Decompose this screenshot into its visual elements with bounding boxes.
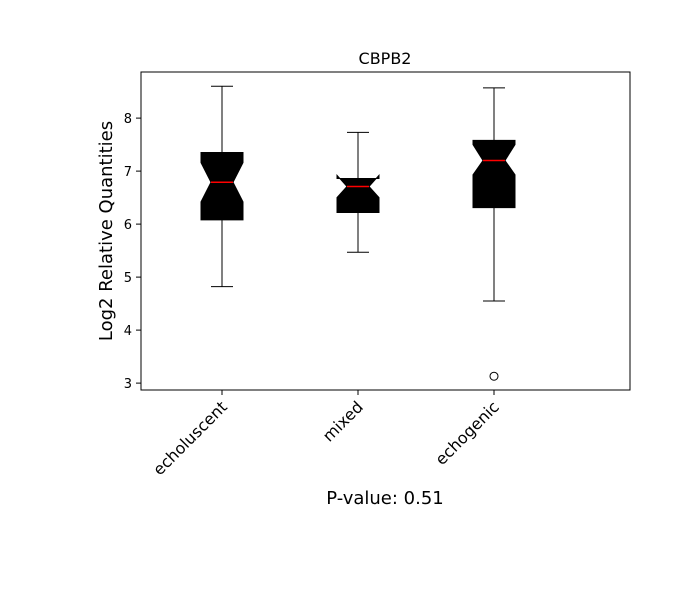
x-axis-label: P-value: 0.51 [326,488,444,509]
y-tick-label: 3 [124,377,132,392]
y-axis: 3 4 5 6 7 8 [124,112,141,392]
chart-title: CBPB2 [359,49,412,68]
box-mixed [336,131,380,253]
y-axis-label: Log2 Relative Quantities [96,121,117,341]
axes-frame [140,71,631,391]
y-tick-label: 4 [124,324,132,339]
box-echoluscent [200,85,244,288]
outlier-point [489,371,499,381]
y-tick-label: 5 [124,271,132,286]
notched-box [472,139,516,209]
y-tick-label: 6 [124,218,132,233]
notched-box [336,174,380,213]
plot-area [200,85,516,381]
y-tick-label: 8 [124,112,132,127]
y-tick-label: 7 [124,165,132,180]
notched-box [200,152,244,221]
box-echogenic [472,87,516,381]
